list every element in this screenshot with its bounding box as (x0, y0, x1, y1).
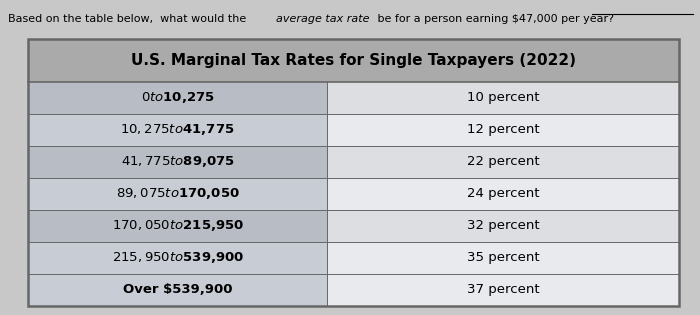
Text: $0 to $10,275: $0 to $10,275 (141, 90, 215, 106)
Text: 24 percent: 24 percent (467, 187, 540, 200)
Text: average tax rate: average tax rate (276, 14, 370, 24)
Text: U.S. Marginal Tax Rates for Single Taxpayers (2022): U.S. Marginal Tax Rates for Single Taxpa… (131, 53, 576, 68)
Text: Over $539,900: Over $539,900 (123, 283, 232, 296)
Text: be for a person earning $47,000 per year?: be for a person earning $47,000 per year… (374, 14, 615, 24)
Text: 12 percent: 12 percent (467, 123, 540, 136)
Text: 32 percent: 32 percent (467, 219, 540, 232)
Text: $89,075 to $170,050: $89,075 to $170,050 (116, 186, 239, 201)
Text: $41,775 to $89,075: $41,775 to $89,075 (120, 154, 234, 169)
Text: $170,050 to $215,950: $170,050 to $215,950 (111, 218, 244, 233)
Text: 22 percent: 22 percent (467, 155, 540, 168)
Text: $10,275 to $41,775: $10,275 to $41,775 (120, 122, 235, 137)
Text: 10 percent: 10 percent (467, 91, 540, 104)
Text: 35 percent: 35 percent (467, 251, 540, 264)
Text: $215,950 to $539,900: $215,950 to $539,900 (111, 250, 244, 265)
Text: 37 percent: 37 percent (467, 283, 540, 296)
Text: Based on the table below,  what would the: Based on the table below, what would the (8, 14, 250, 24)
